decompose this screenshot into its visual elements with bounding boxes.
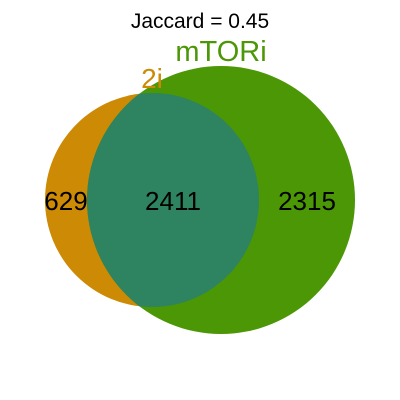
set-label-mtori: mTORi — [175, 36, 266, 68]
count-2i-only: 629 — [44, 186, 87, 216]
intersection-region — [87, 93, 259, 307]
count-both: 2411 — [145, 186, 201, 216]
diagram-title: Jaccard = 0.45 — [131, 10, 269, 33]
set-label-2i: 2i — [141, 63, 163, 94]
count-mtori-only: 2315 — [278, 186, 336, 216]
